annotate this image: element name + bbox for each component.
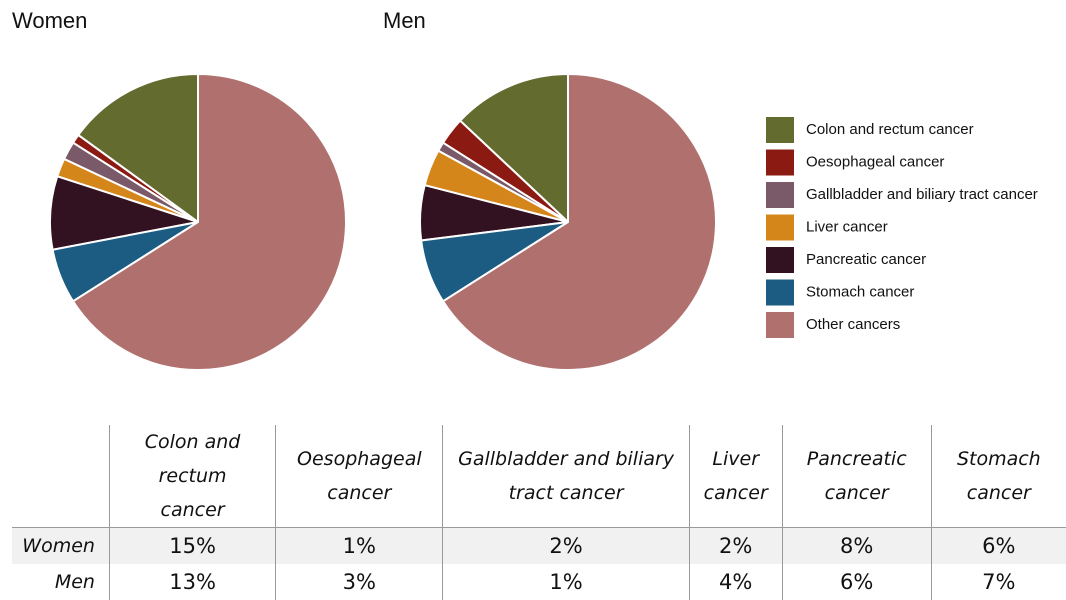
- legend-swatch: [766, 312, 794, 338]
- legend-label: Liver cancer: [806, 218, 888, 235]
- table-cell: 13%: [109, 564, 275, 600]
- legend-swatch: [766, 117, 794, 143]
- column-header: Stomach cancer: [931, 425, 1066, 528]
- legend-label: Stomach cancer: [806, 283, 914, 300]
- table-cell: 1%: [276, 528, 443, 565]
- legend-swatch: [766, 215, 794, 241]
- corner-cell: [12, 425, 109, 528]
- pie-title: Men: [383, 8, 426, 33]
- legend-label: Colon and rectum cancer: [806, 121, 974, 138]
- table-cell: 2%: [689, 528, 782, 565]
- table-cell: 4%: [689, 564, 782, 600]
- column-header: Colon and rectum cancer: [109, 425, 275, 528]
- legend-label: Other cancers: [806, 316, 900, 333]
- table-cell: 6%: [782, 564, 931, 600]
- legend-swatch: [766, 182, 794, 208]
- legend-swatch: [766, 280, 794, 306]
- column-header: Liver cancer: [689, 425, 782, 528]
- legend-label: Oesophageal cancer: [806, 153, 944, 170]
- legend-label: Gallbladder and biliary tract cancer: [806, 186, 1038, 203]
- table-cell: 6%: [931, 528, 1066, 565]
- table-cell: 3%: [276, 564, 443, 600]
- column-header: Gallbladder and biliary tract cancer: [443, 425, 689, 528]
- legend-label: Pancreatic cancer: [806, 251, 926, 268]
- legend-swatch: [766, 150, 794, 176]
- column-header: Pancreatic cancer: [782, 425, 931, 528]
- row-header: Women: [12, 528, 109, 565]
- charts: Women Men Colon and rectum cancer Oesopha…: [0, 0, 1066, 420]
- legend-swatch: [766, 247, 794, 273]
- table-cell: 8%: [782, 528, 931, 565]
- table-cell: 15%: [109, 528, 275, 565]
- table-cell: 1%: [443, 564, 689, 600]
- row-header: Men: [12, 564, 109, 600]
- table-cell: 2%: [443, 528, 689, 565]
- column-header: Oesophageal cancer: [276, 425, 443, 528]
- table-cell: 7%: [931, 564, 1066, 600]
- pie-title: Women: [12, 8, 87, 33]
